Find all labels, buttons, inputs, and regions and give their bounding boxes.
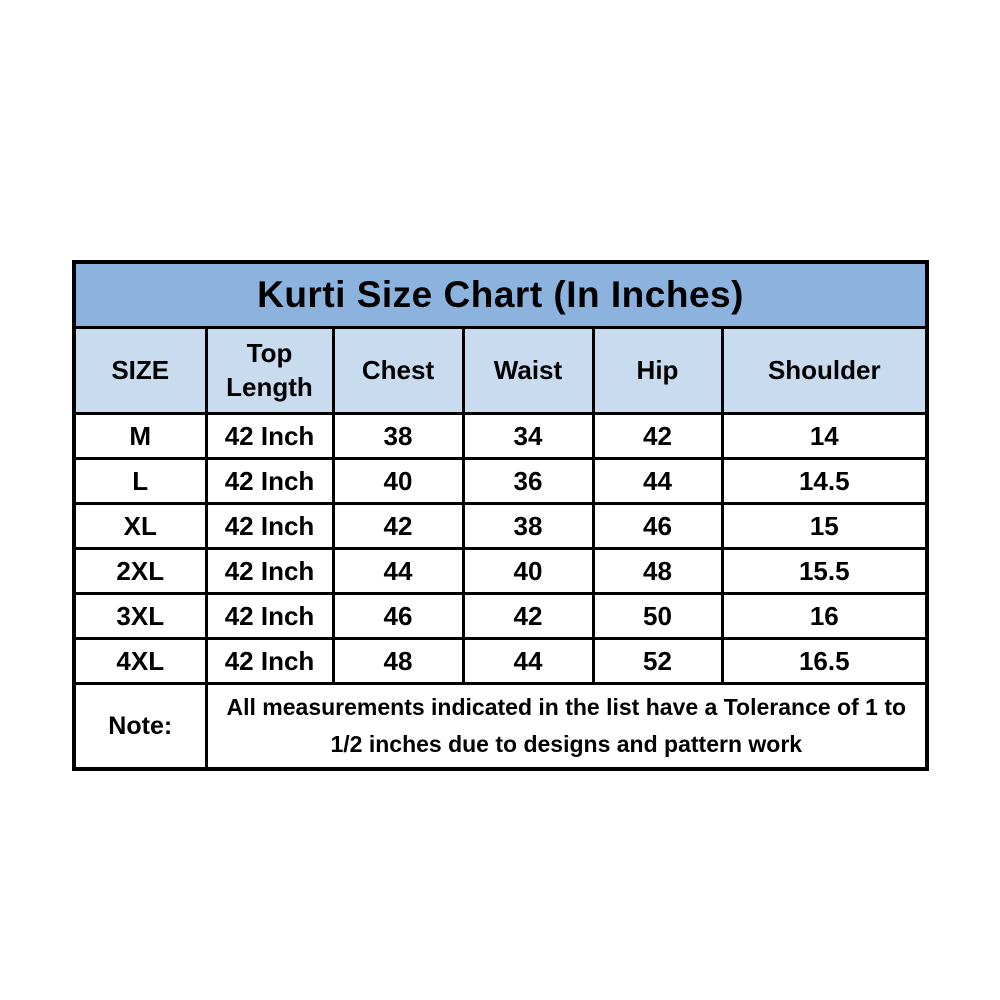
cell-size: 4XL — [72, 637, 208, 685]
note-label: Note: — [72, 682, 208, 771]
cell-top-length: 42 Inch — [204, 637, 335, 685]
cell-top-length: 42 Inch — [204, 457, 335, 505]
chart-title: Kurti Size Chart (In Inches) — [72, 260, 929, 329]
cell-waist: 34 — [461, 412, 595, 460]
cell-chest: 48 — [331, 637, 465, 685]
cell-waist: 38 — [461, 502, 595, 550]
size-chart-table: Kurti Size Chart (In Inches) SIZE Top Le… — [72, 260, 930, 771]
cell-shoulder: 14 — [720, 412, 929, 460]
title-row: Kurti Size Chart (In Inches) — [72, 260, 929, 329]
size-row-3xl: 3XL 42 Inch 46 42 50 16 — [72, 592, 929, 640]
size-row-l: L 42 Inch 40 36 44 14.5 — [72, 457, 929, 505]
cell-shoulder: 16 — [720, 592, 929, 640]
cell-hip: 46 — [591, 502, 724, 550]
column-header-size: SIZE — [72, 326, 208, 415]
cell-size: XL — [72, 502, 208, 550]
cell-waist: 40 — [461, 547, 595, 595]
cell-shoulder: 16.5 — [720, 637, 929, 685]
column-header-chest: Chest — [331, 326, 465, 415]
cell-shoulder: 15.5 — [720, 547, 929, 595]
column-header-hip: Hip — [591, 326, 724, 415]
size-row-2xl: 2XL 42 Inch 44 40 48 15.5 — [72, 547, 929, 595]
cell-size: 2XL — [72, 547, 208, 595]
cell-shoulder: 14.5 — [720, 457, 929, 505]
cell-chest: 38 — [331, 412, 465, 460]
size-row-xl: XL 42 Inch 42 38 46 15 — [72, 502, 929, 550]
cell-chest: 44 — [331, 547, 465, 595]
note-row: Note: All measurements indicated in the … — [72, 682, 929, 771]
cell-hip: 52 — [591, 637, 724, 685]
cell-size: L — [72, 457, 208, 505]
cell-chest: 42 — [331, 502, 465, 550]
cell-chest: 46 — [331, 592, 465, 640]
cell-size: M — [72, 412, 208, 460]
cell-top-length: 42 Inch — [204, 412, 335, 460]
column-header-top-length: Top Length — [204, 326, 335, 415]
cell-top-length: 42 Inch — [204, 502, 335, 550]
header-row: SIZE Top Length Chest Waist Hip Shoulder — [72, 326, 929, 415]
cell-waist: 36 — [461, 457, 595, 505]
cell-hip: 42 — [591, 412, 724, 460]
cell-top-length: 42 Inch — [204, 547, 335, 595]
cell-chest: 40 — [331, 457, 465, 505]
size-row-m: M 42 Inch 38 34 42 14 — [72, 412, 929, 460]
cell-shoulder: 15 — [720, 502, 929, 550]
size-row-4xl: 4XL 42 Inch 48 44 52 16.5 — [72, 637, 929, 685]
cell-hip: 44 — [591, 457, 724, 505]
column-header-shoulder: Shoulder — [720, 326, 929, 415]
note-text: All measurements indicated in the list h… — [204, 682, 929, 771]
cell-size: 3XL — [72, 592, 208, 640]
column-header-waist: Waist — [461, 326, 595, 415]
cell-top-length: 42 Inch — [204, 592, 335, 640]
cell-waist: 44 — [461, 637, 595, 685]
cell-hip: 48 — [591, 547, 724, 595]
cell-hip: 50 — [591, 592, 724, 640]
cell-waist: 42 — [461, 592, 595, 640]
